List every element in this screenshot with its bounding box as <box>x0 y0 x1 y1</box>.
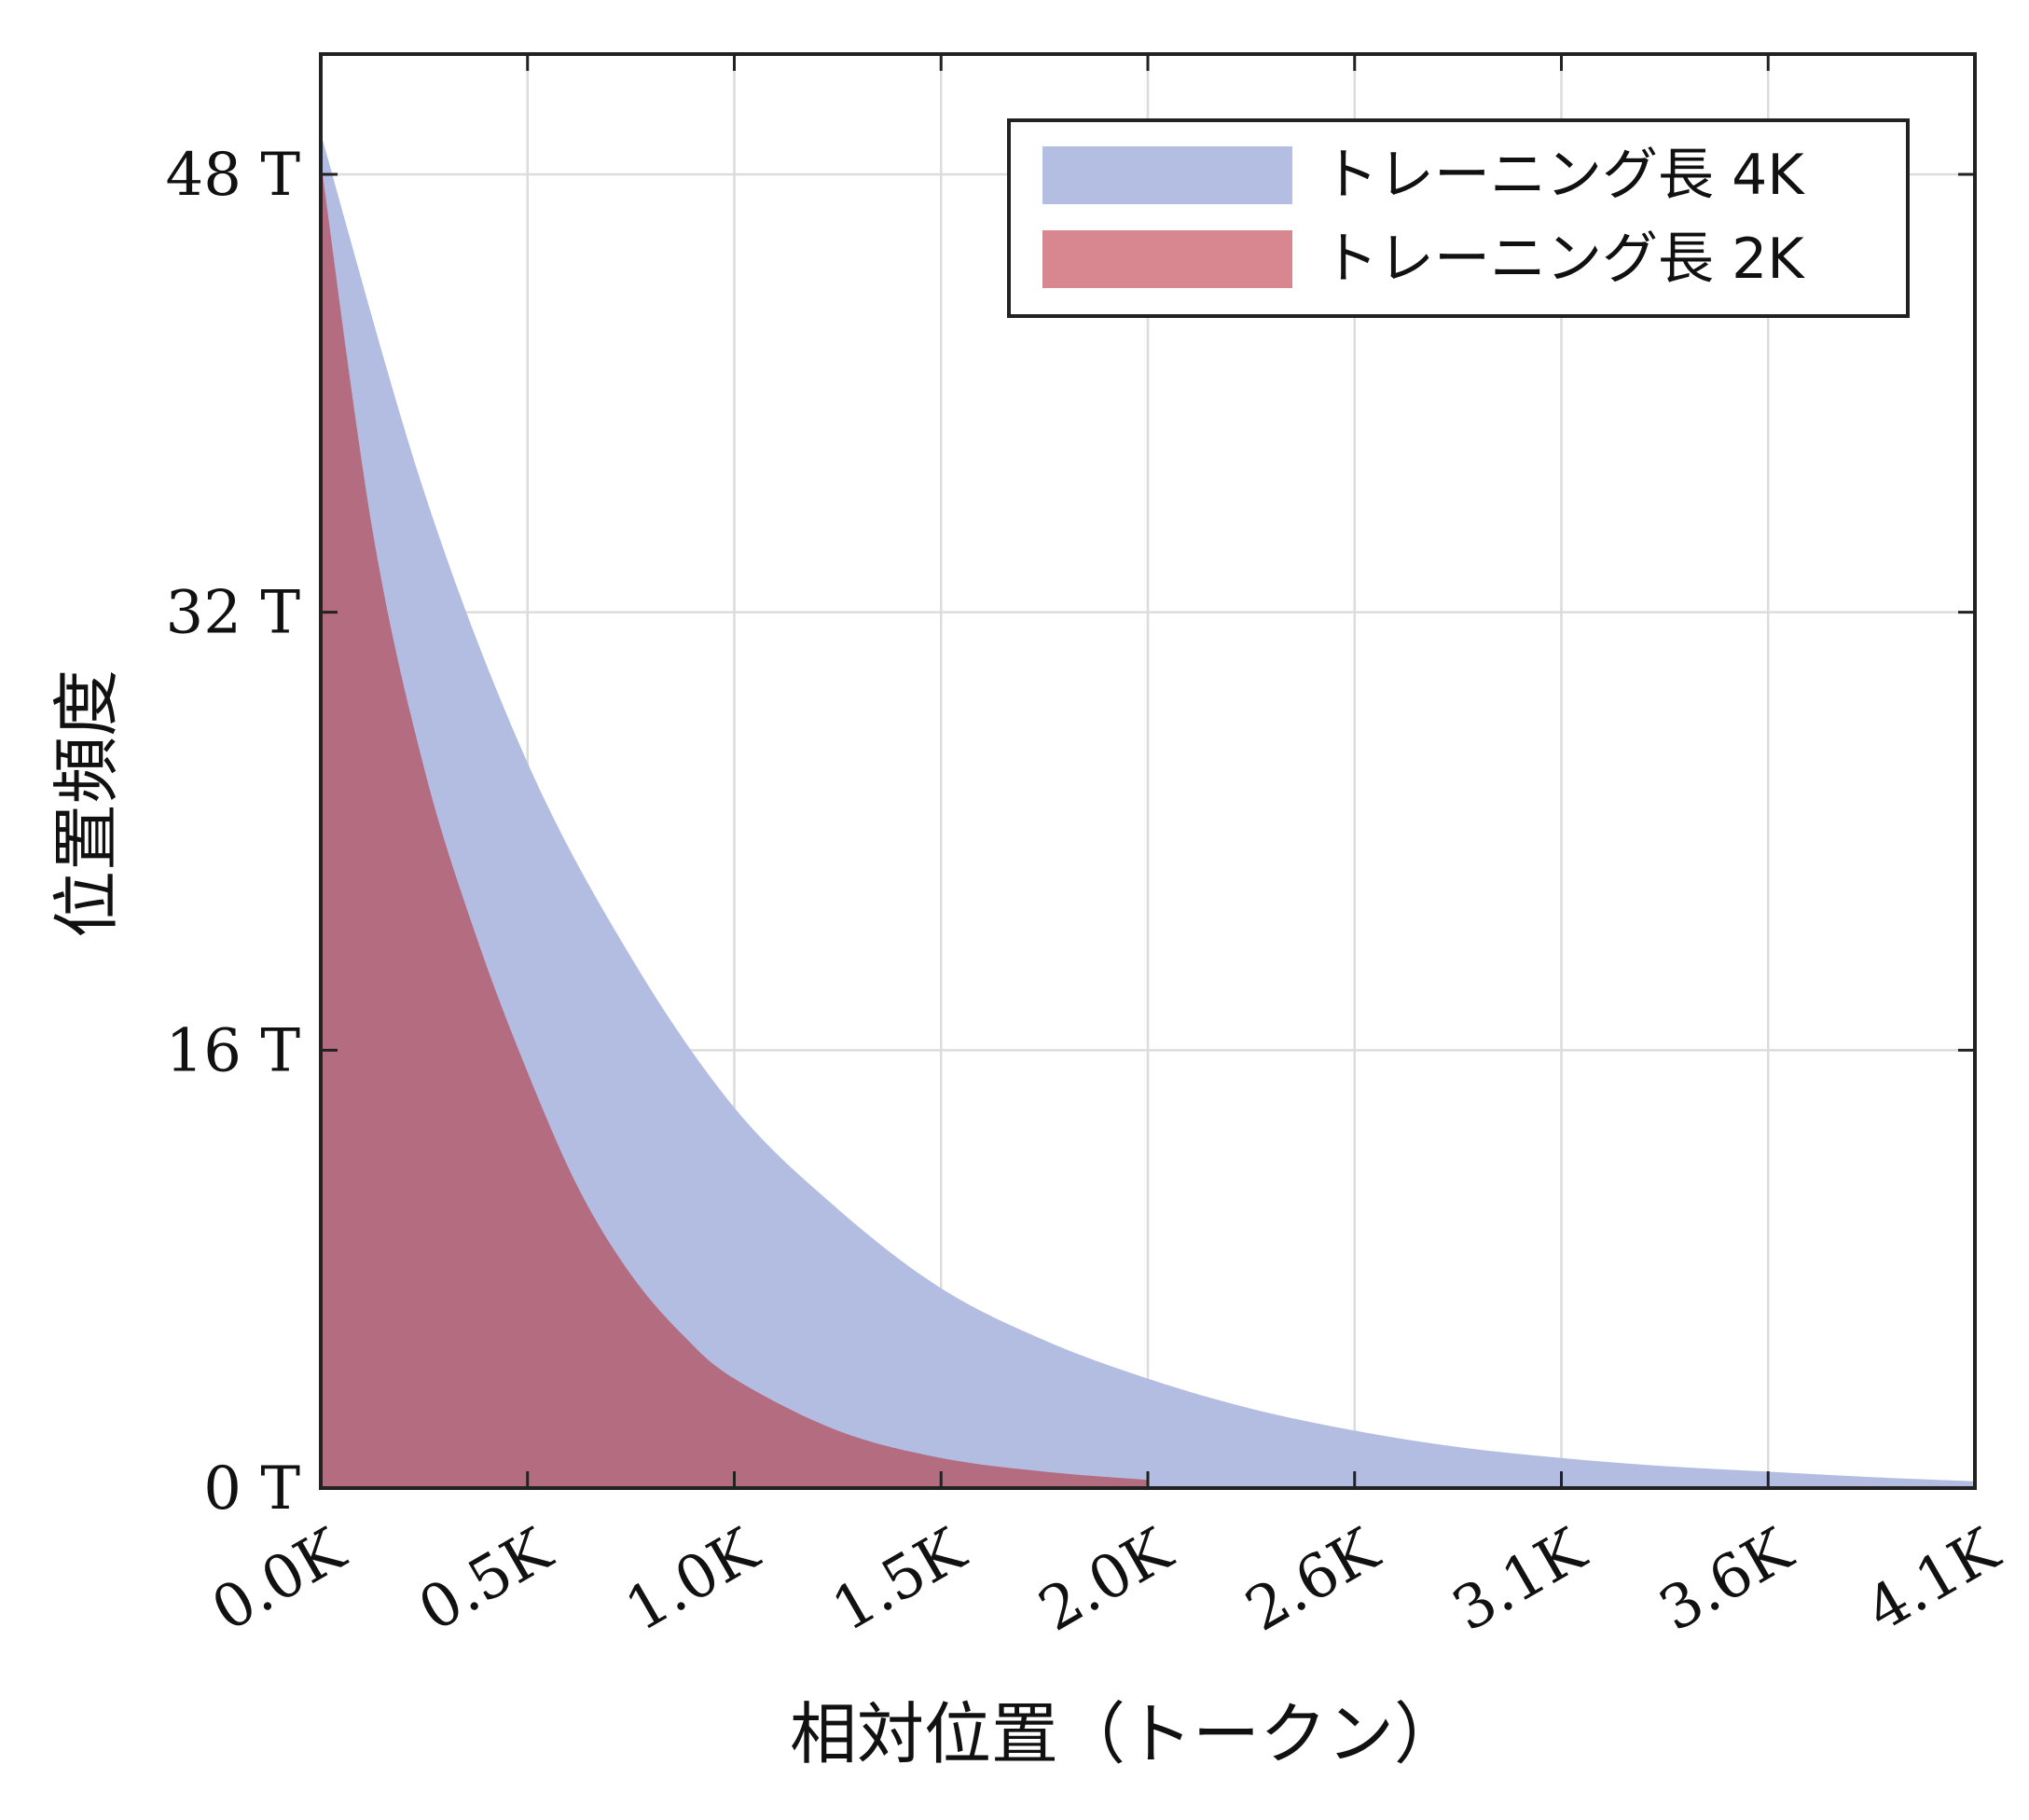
legend-swatch-2k <box>1042 230 1292 288</box>
x-axis-label: 相対位置（トークン） <box>790 1695 1461 1773</box>
y-tick-label: 0 T <box>203 1455 300 1524</box>
x-tick-labels: 0.0K 0.5K 1.0K 1.5K 2.0K 2.6K 3.1K 3.6K 4.1K <box>200 1515 2011 1645</box>
x-tick-label: 1.5K <box>821 1515 978 1645</box>
x-tick-label: 2.6K <box>1235 1515 1391 1645</box>
y-axis-label: 位置頻度 <box>48 669 126 938</box>
x-tick-label: 3.1K <box>1442 1515 1598 1645</box>
area-2k <box>321 160 1148 1489</box>
area-4k <box>321 132 1975 1488</box>
legend-label-4k: トレーニング長 4K <box>1322 143 1805 208</box>
x-tick-label: 3.6K <box>1649 1515 1805 1645</box>
x-tick-label: 2.0K <box>1028 1515 1184 1645</box>
x-tick-label: 0.0K <box>200 1515 357 1645</box>
legend-label-2k: トレーニング長 2K <box>1322 227 1805 292</box>
area-series <box>321 132 1975 1489</box>
ticks <box>319 54 1977 1490</box>
x-tick-label: 4.1K <box>1855 1515 2011 1645</box>
x-tick-label: 1.0K <box>614 1515 771 1645</box>
legend-swatch-4k <box>1042 146 1292 204</box>
y-tick-label: 48 T <box>166 141 301 210</box>
x-tick-label: 0.5K <box>407 1515 564 1645</box>
y-tick-labels: 0 T 16 T 32 T 48 T <box>166 141 301 1524</box>
y-tick-label: 16 T <box>166 1016 301 1085</box>
y-tick-label: 32 T <box>166 579 301 648</box>
legend: トレーニング長 4K トレーニング長 2K <box>1007 118 1910 318</box>
